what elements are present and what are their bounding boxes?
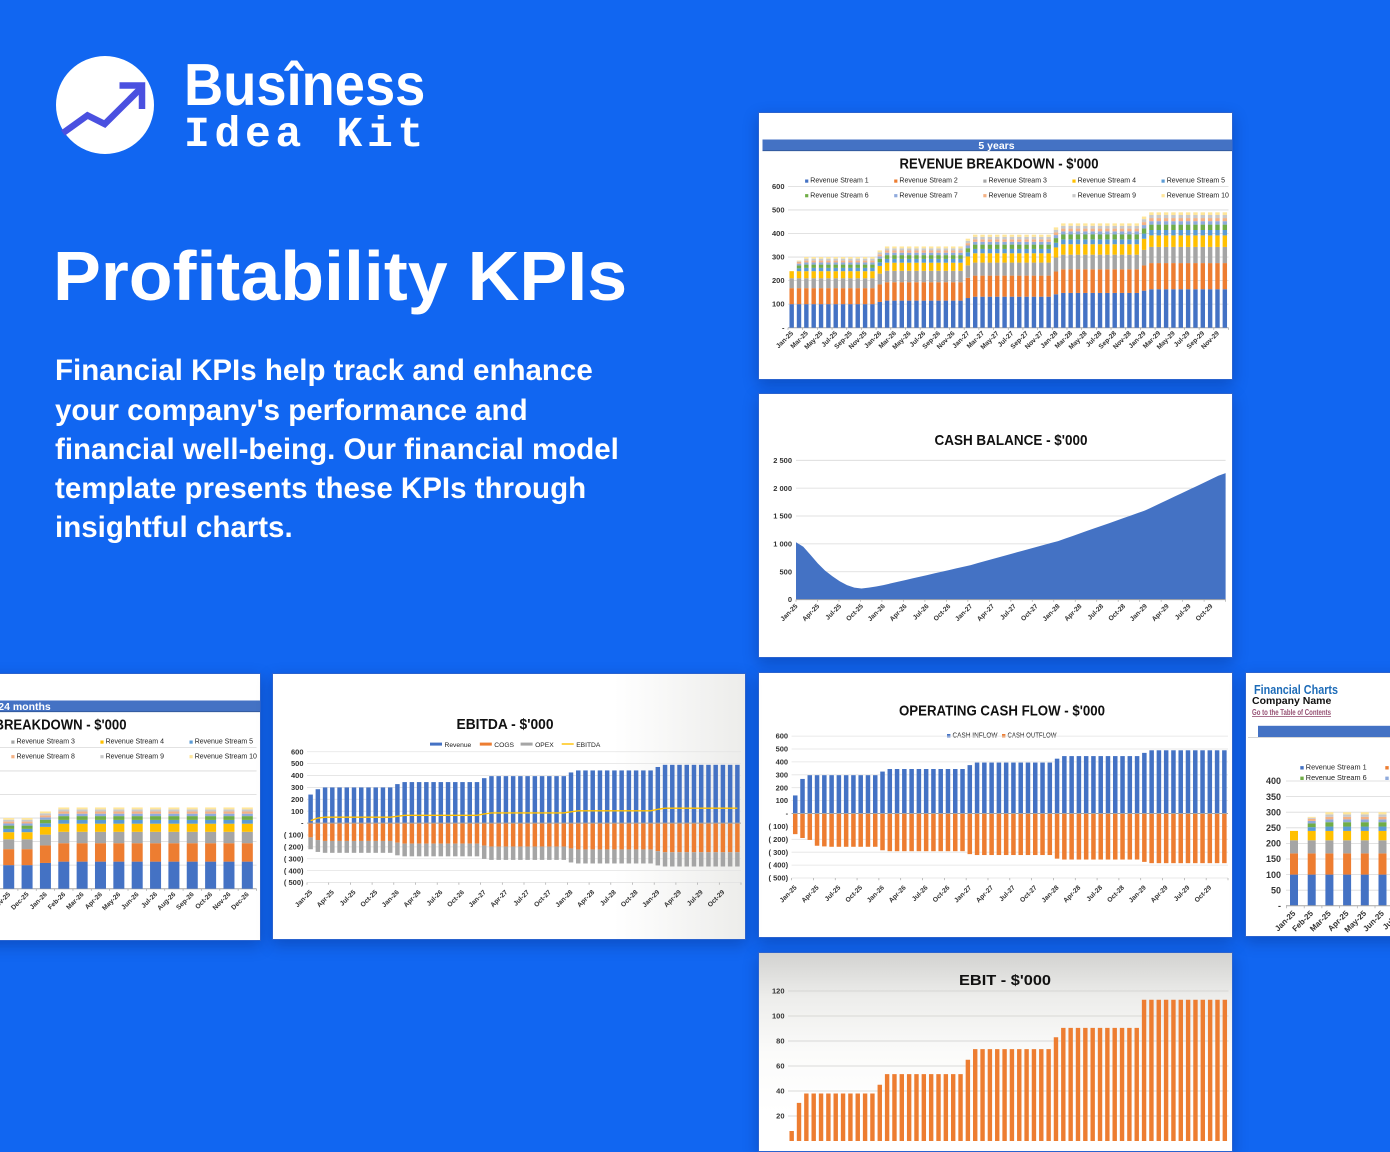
svg-text:400: 400	[772, 229, 785, 238]
svg-text:100: 100	[772, 1012, 785, 1021]
svg-text:( 500): ( 500)	[769, 874, 789, 883]
svg-text:Revenue Stream 3: Revenue Stream 3	[17, 739, 75, 746]
svg-text:Revenue Stream 1: Revenue Stream 1	[1306, 763, 1367, 772]
svg-text:120: 120	[772, 987, 785, 996]
svg-text:250: 250	[1266, 823, 1281, 833]
svg-text:Revenue Stream 5: Revenue Stream 5	[1167, 178, 1225, 185]
svg-text:EBITDA: EBITDA	[576, 742, 601, 749]
svg-text:Jul-25: Jul-25	[1381, 908, 1390, 931]
svg-text:Revenue Stream 6: Revenue Stream 6	[810, 192, 868, 199]
svg-text:100: 100	[291, 807, 304, 816]
svg-text:2 500: 2 500	[773, 456, 792, 465]
svg-text:( 100): ( 100)	[769, 822, 789, 831]
svg-text:1 500: 1 500	[773, 512, 792, 521]
svg-text:300: 300	[772, 253, 785, 262]
svg-text:Revenue Stream 10: Revenue Stream 10	[1167, 192, 1229, 199]
svg-text:-: -	[786, 809, 789, 818]
svg-text:2 000: 2 000	[773, 484, 792, 493]
svg-text:1 000: 1 000	[773, 540, 792, 549]
svg-text:Revenue Stream 10: Revenue Stream 10	[195, 753, 257, 760]
svg-text:40: 40	[776, 1087, 784, 1096]
svg-text:Revenue Stream 4: Revenue Stream 4	[1078, 178, 1136, 185]
svg-text:300: 300	[291, 783, 304, 792]
svg-text:Revenue: Revenue	[445, 742, 472, 749]
svg-text:CASH BALANCE - $'000: CASH BALANCE - $'000	[935, 432, 1088, 449]
svg-text:( 100): ( 100)	[284, 831, 304, 840]
svg-text:Revenue Stream 3: Revenue Stream 3	[989, 178, 1047, 185]
svg-text:24 months: 24 months	[0, 701, 51, 713]
svg-text:EBIT - $'000: EBIT - $'000	[959, 972, 1051, 989]
svg-text:( 200): ( 200)	[769, 835, 789, 844]
svg-text:600: 600	[291, 747, 304, 756]
svg-text:Revenue Stream 5: Revenue Stream 5	[195, 739, 253, 746]
svg-text:Company Name: Company Name	[1252, 695, 1332, 707]
svg-text:400: 400	[1266, 776, 1281, 786]
svg-text:400: 400	[291, 771, 304, 780]
svg-text:Revenue Stream 9: Revenue Stream 9	[1078, 192, 1136, 199]
svg-text:EBITDA - $'000: EBITDA - $'000	[457, 716, 554, 733]
svg-text:20: 20	[776, 1112, 784, 1121]
svg-text:600: 600	[776, 732, 789, 741]
svg-text:Revenue Stream 9: Revenue Stream 9	[106, 753, 164, 760]
svg-text:100: 100	[772, 300, 785, 309]
svg-text:Financial Charts: Financial Charts	[1254, 683, 1338, 697]
svg-text:200: 200	[291, 795, 304, 804]
svg-text:COGS: COGS	[494, 742, 514, 749]
svg-text:500: 500	[776, 745, 789, 754]
svg-text:500: 500	[291, 759, 304, 768]
svg-text:300: 300	[1266, 807, 1281, 817]
svg-text:Revenue Stream 6: Revenue Stream 6	[1306, 773, 1367, 782]
svg-text:( 200): ( 200)	[284, 843, 304, 852]
svg-text:0: 0	[788, 595, 792, 604]
svg-text:( 400): ( 400)	[769, 861, 789, 870]
svg-text:80: 80	[776, 1037, 784, 1046]
svg-text:600: 600	[772, 182, 785, 191]
svg-text:REVENUE BREAKDOWN - $'000: REVENUE BREAKDOWN - $'000	[900, 156, 1099, 173]
svg-text:Revenue Stream 4: Revenue Stream 4	[106, 739, 164, 746]
svg-text:50: 50	[1271, 885, 1281, 895]
svg-text:Revenue Stream 1: Revenue Stream 1	[810, 178, 868, 185]
svg-text:-: -	[1278, 901, 1281, 911]
svg-text:-: -	[782, 323, 785, 332]
svg-text:200: 200	[1266, 839, 1281, 849]
svg-text:200: 200	[776, 783, 789, 792]
svg-text:OPEX: OPEX	[535, 742, 554, 749]
svg-text:REVENUE BREAKDOWN - $'000: REVENUE BREAKDOWN - $'000	[0, 717, 127, 734]
svg-text:( 500): ( 500)	[284, 878, 304, 887]
svg-text:100: 100	[776, 796, 789, 805]
svg-text:Revenue Stream 7: Revenue Stream 7	[899, 192, 957, 199]
svg-text:Revenue Stream 8: Revenue Stream 8	[989, 192, 1047, 199]
svg-text:400: 400	[776, 758, 789, 767]
svg-text:500: 500	[772, 206, 785, 215]
svg-text:100: 100	[1266, 870, 1281, 880]
svg-text:60: 60	[776, 1062, 784, 1071]
svg-text:Revenue Stream 8: Revenue Stream 8	[17, 753, 75, 760]
svg-text:300: 300	[776, 770, 789, 779]
svg-text:5 years: 5 years	[978, 140, 1014, 152]
svg-text:( 300): ( 300)	[769, 848, 789, 857]
svg-text:150: 150	[1266, 854, 1281, 864]
svg-text:Go to the Table of Contents: Go to the Table of Contents	[1252, 708, 1331, 717]
svg-text:( 300): ( 300)	[284, 854, 304, 863]
svg-text:OPERATING CASH FLOW - $'000: OPERATING CASH FLOW - $'000	[899, 703, 1105, 720]
svg-text:Revenue Stream 2: Revenue Stream 2	[899, 178, 957, 185]
svg-text:200: 200	[772, 276, 785, 285]
svg-text:( 400): ( 400)	[284, 866, 304, 875]
svg-text:-: -	[301, 819, 304, 828]
svg-text:350: 350	[1266, 792, 1281, 802]
svg-text:500: 500	[779, 567, 792, 576]
